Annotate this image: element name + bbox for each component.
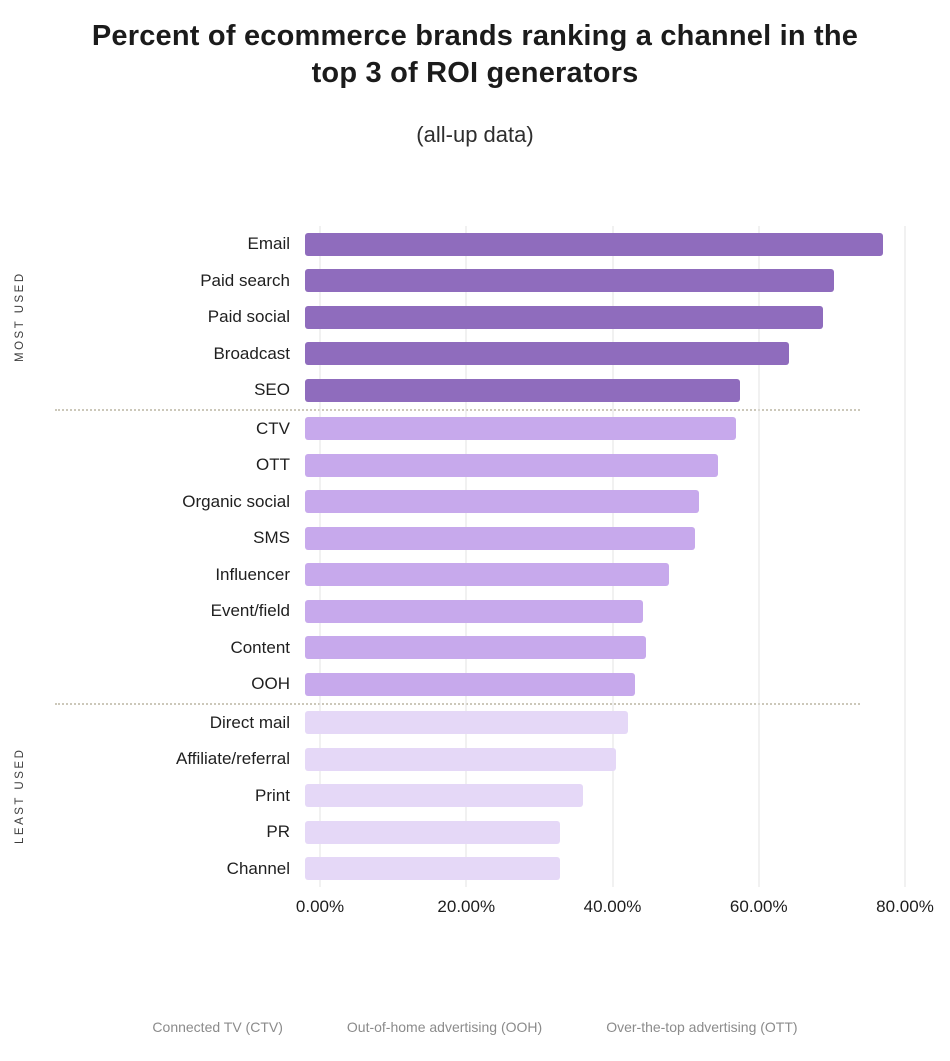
bar xyxy=(305,599,643,623)
bar-track xyxy=(305,299,905,336)
bar xyxy=(305,820,560,844)
bar xyxy=(305,232,883,256)
bar-track xyxy=(305,411,905,448)
chart-row: Event/field xyxy=(0,593,905,630)
bar-track xyxy=(305,851,905,888)
bar-track xyxy=(305,705,905,742)
category-label: Event/field xyxy=(210,601,290,621)
bar-track xyxy=(305,226,905,263)
group-separator xyxy=(55,408,860,411)
category-label: Content xyxy=(230,637,290,657)
plot-area: MOST USED LEAST USED Email Paid search Pai… xyxy=(0,226,950,888)
bar-track xyxy=(305,336,905,373)
chart-row: Influencer xyxy=(0,557,905,594)
category-label: SEO xyxy=(254,380,290,400)
bar-track xyxy=(305,557,905,594)
chart-row: Channel xyxy=(0,851,905,888)
chart-row: Paid search xyxy=(0,263,905,300)
category-label: SMS xyxy=(253,528,290,548)
bar xyxy=(305,269,834,293)
x-axis-tick: 20.00% xyxy=(437,897,496,917)
bar-track xyxy=(305,372,905,409)
bar-track xyxy=(305,741,905,778)
category-label: Influencer xyxy=(215,564,290,584)
chart-row: SEO xyxy=(0,372,905,409)
bar xyxy=(305,417,737,441)
bar xyxy=(305,490,699,514)
chart-row: Broadcast xyxy=(0,336,905,373)
bar xyxy=(305,672,635,696)
chart-subtitle: (all-up data) xyxy=(416,122,534,148)
rows: Email Paid search Paid social Broadcast SEO C… xyxy=(0,226,905,887)
x-axis-tick: 80.00% xyxy=(876,897,934,917)
category-label: Broadcast xyxy=(213,343,290,363)
bar-track xyxy=(305,778,905,815)
bar xyxy=(305,636,647,660)
category-label: PR xyxy=(266,822,290,842)
bar-track xyxy=(305,593,905,630)
chart-row: OTT xyxy=(0,447,905,484)
legend-item: Connected TV (CTV) xyxy=(152,1019,283,1035)
chart-row: OOH xyxy=(0,666,905,703)
chart-row: PR xyxy=(0,814,905,851)
x-axis: 0.00% 20.00% 40.00% 60.00% 80.00% xyxy=(296,897,934,923)
legend-item: Over-the-top advertising (OTT) xyxy=(606,1019,798,1035)
bar-track xyxy=(305,484,905,521)
bar-track xyxy=(305,263,905,300)
category-label: Direct mail xyxy=(209,712,290,732)
category-label: Paid social xyxy=(207,307,290,327)
chart-row: CTV xyxy=(0,411,905,448)
bar xyxy=(305,453,718,477)
bar-track xyxy=(305,447,905,484)
bar xyxy=(305,563,669,587)
group-separator xyxy=(55,702,860,705)
bar-track xyxy=(305,666,905,703)
category-label: Paid search xyxy=(200,270,290,290)
bar xyxy=(305,526,695,550)
bar-chart: MOST USED LEAST USED Email Paid search Pai… xyxy=(0,226,950,923)
category-label: CTV xyxy=(256,418,290,438)
abbreviation-legend: Connected TV (CTV) Out-of-home advertisin… xyxy=(0,1019,950,1035)
category-label: Affiliate/referral xyxy=(175,749,290,769)
category-label: Print xyxy=(255,785,290,805)
chart-row: Direct mail xyxy=(0,705,905,742)
x-axis-tick: 0.00% xyxy=(295,897,345,917)
category-label: Email xyxy=(247,234,290,254)
bar-track xyxy=(305,630,905,667)
bar xyxy=(305,342,789,366)
chart-row: Affiliate/referral xyxy=(0,741,905,778)
bar-track xyxy=(305,520,905,557)
x-axis-tick: 60.00% xyxy=(729,897,788,917)
chart-row: SMS xyxy=(0,520,905,557)
bar xyxy=(305,305,823,329)
category-label: OTT xyxy=(256,455,290,475)
bar xyxy=(305,378,740,402)
x-axis-tick: 40.00% xyxy=(583,897,642,917)
category-label: Channel xyxy=(226,858,290,878)
chart-row: Content xyxy=(0,630,905,667)
category-label: OOH xyxy=(251,674,290,694)
bar xyxy=(305,857,560,881)
group-label-most-used: MOST USED xyxy=(14,271,26,363)
category-label: Organic social xyxy=(182,491,290,511)
chart-title: Percent of ecommerce brands ranking a ch… xyxy=(91,20,859,90)
bar-track xyxy=(305,814,905,851)
bar xyxy=(305,784,583,808)
chart-row: Organic social xyxy=(0,484,905,521)
chart-row: Print xyxy=(0,778,905,815)
legend-item: Out-of-home advertising (OOH) xyxy=(346,1019,543,1035)
chart-row: Email xyxy=(0,226,905,263)
bar xyxy=(305,747,617,771)
chart-row: Paid social xyxy=(0,299,905,336)
group-label-least-used: LEAST USED xyxy=(14,748,26,845)
bar xyxy=(305,711,628,735)
